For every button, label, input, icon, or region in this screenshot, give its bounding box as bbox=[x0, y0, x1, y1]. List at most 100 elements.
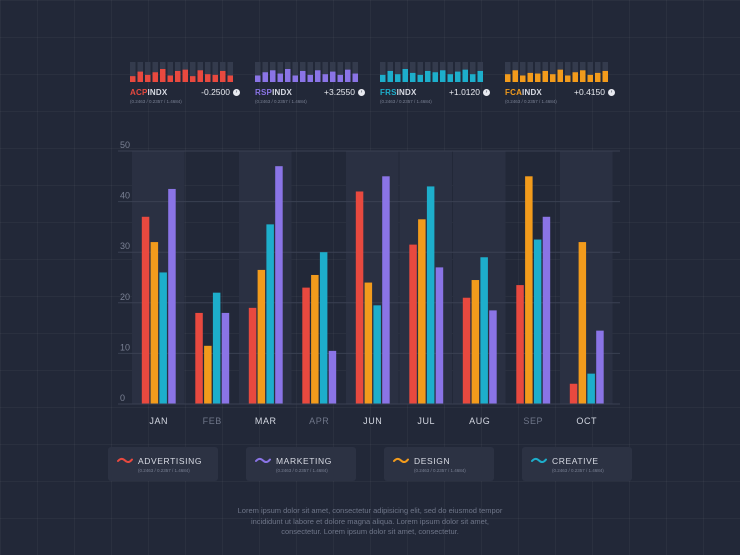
legend-creative[interactable]: CREATIVE (0.2463 / 0.2357 / 1.4684) bbox=[522, 447, 632, 481]
ticker-bar bbox=[182, 69, 188, 82]
ticker-bar bbox=[270, 70, 276, 82]
bar-design-mar bbox=[257, 269, 266, 404]
ticker-bg-bar bbox=[167, 62, 173, 82]
column-highlight bbox=[346, 151, 399, 404]
bar-advertising-jan bbox=[141, 216, 150, 404]
legend-marketing-sub: (0.2463 / 0.2357 / 1.4684) bbox=[276, 468, 328, 473]
bar-design-aug bbox=[471, 280, 480, 404]
ticker-bg-bar bbox=[447, 62, 453, 82]
ticker-frs-suffix: INDX bbox=[396, 87, 417, 97]
x-tick-label: SEP bbox=[523, 416, 543, 426]
x-tick-label: JUL bbox=[417, 416, 435, 426]
ticker-bar bbox=[197, 70, 203, 82]
ticker-bar bbox=[352, 73, 358, 82]
ticker-bg-bar bbox=[337, 62, 343, 82]
ticker-frs-sparkbars bbox=[380, 62, 483, 82]
bar-design-jan bbox=[150, 242, 159, 404]
ticker-frs: FRSINDX +1.0120 › (0.2463 / 0.2357 / 1.4… bbox=[380, 62, 490, 104]
ticker-bar bbox=[477, 70, 483, 82]
legend-design-label: DESIGN bbox=[414, 456, 451, 466]
ticker-bar bbox=[130, 76, 136, 82]
ticker-bg-bar bbox=[227, 62, 233, 82]
ticker-fca-chevron-icon[interactable]: › bbox=[608, 88, 615, 96]
bar-creative-aug bbox=[480, 257, 488, 404]
legend-advertising[interactable]: ADVERTISING (0.2463 / 0.2357 / 1.4684) bbox=[108, 447, 218, 481]
bar-advertising-mar bbox=[248, 307, 257, 404]
bar-creative-jan bbox=[159, 272, 167, 404]
column-highlight bbox=[453, 151, 506, 404]
footer-line-1: Lorem ipsum dolor sit amet, consectetur … bbox=[237, 506, 503, 515]
bar-creative-apr bbox=[319, 252, 328, 404]
ticker-acp-suffix: INDX bbox=[147, 87, 168, 97]
ticker-acp-chevron-icon[interactable]: › bbox=[233, 88, 240, 96]
ticker-frs-chevron-icon[interactable]: › bbox=[483, 88, 490, 96]
ticker-bar bbox=[255, 75, 261, 82]
bar-creative-feb bbox=[212, 292, 221, 404]
ticker-bg-bar bbox=[292, 62, 298, 82]
footer-line-3: consectetur. Lorem ipsum dolor sit amet,… bbox=[281, 527, 459, 536]
ticker-bg-bar bbox=[505, 62, 511, 82]
bar-marketing-aug bbox=[489, 310, 497, 404]
ticker-rsp-sparkbars bbox=[255, 62, 358, 82]
ticker-rsp-chevron-icon[interactable]: › bbox=[358, 88, 365, 96]
wave-icon bbox=[531, 457, 547, 463]
ticker-acp-sub: (0.2463 / 0.2357 / 1.4684) bbox=[130, 99, 182, 104]
ticker-bg-bar bbox=[527, 62, 533, 82]
ticker-frs-name: FRSINDX bbox=[380, 88, 417, 97]
ticker-fca-name: FCAINDX bbox=[505, 88, 542, 97]
ticker-bg-bar bbox=[130, 62, 136, 82]
bar-advertising-oct bbox=[569, 383, 578, 404]
ticker-bar bbox=[410, 72, 416, 82]
footer-line-2: incididunt ut labore et dolore magna ali… bbox=[250, 516, 490, 526]
ticker-fca-sparkbars bbox=[505, 62, 608, 82]
ticker-bg-bar bbox=[550, 62, 556, 82]
ticker-fca-sub: (0.2463 / 0.2357 / 1.4684) bbox=[505, 99, 557, 104]
ticker-bg-bar bbox=[190, 62, 196, 82]
ticker-bar bbox=[572, 72, 578, 82]
bar-creative-jul bbox=[426, 186, 435, 404]
ticker-bar bbox=[527, 72, 533, 82]
ticker-fca-prefix: FCA bbox=[505, 87, 523, 97]
bar-creative-oct bbox=[587, 373, 595, 404]
bar-design-feb bbox=[204, 345, 212, 404]
ticker-bar bbox=[602, 70, 608, 82]
ticker-bar bbox=[387, 70, 393, 82]
y-tick-label: 40 bbox=[120, 191, 130, 201]
ticker-bar bbox=[447, 74, 453, 82]
column-highlight bbox=[239, 151, 292, 404]
ticker-bar bbox=[550, 74, 556, 82]
legend-marketing[interactable]: MARKETING (0.2463 / 0.2357 / 1.4684) bbox=[246, 447, 356, 481]
legend-design-sub: (0.2463 / 0.2357 / 1.4684) bbox=[414, 468, 466, 473]
ticker-bar bbox=[167, 75, 173, 82]
bar-design-oct bbox=[578, 242, 587, 404]
ticker-bg-bar bbox=[380, 62, 386, 82]
legend-advertising-sub: (0.2463 / 0.2357 / 1.4684) bbox=[138, 468, 190, 473]
x-tick-label: JUN bbox=[363, 416, 382, 426]
bar-marketing-jul bbox=[435, 267, 444, 404]
ticker-bar bbox=[160, 69, 166, 82]
ticker-bar bbox=[380, 74, 386, 82]
ticker-bg-bar bbox=[152, 62, 158, 82]
ticker-rsp-suffix: INDX bbox=[272, 87, 292, 97]
ticker-bar bbox=[205, 74, 211, 82]
ticker-acp-value: -0.2500 bbox=[201, 87, 230, 97]
ticker-bar bbox=[505, 74, 511, 82]
legend-design[interactable]: DESIGN (0.2463 / 0.2357 / 1.4684) bbox=[384, 447, 494, 481]
bar-marketing-jan bbox=[168, 188, 176, 404]
ticker-bg-bar bbox=[595, 62, 601, 82]
ticker-bar bbox=[300, 70, 306, 82]
x-tick-label: APR bbox=[309, 416, 329, 426]
bar-advertising-feb bbox=[195, 312, 203, 404]
ticker-bar bbox=[220, 70, 226, 82]
x-tick-label: FEB bbox=[203, 416, 222, 426]
ticker-bg-bar bbox=[352, 62, 358, 82]
ticker-fca: FCAINDX +0.4150 › (0.2463 / 0.2357 / 1.4… bbox=[505, 62, 615, 104]
ticker-bar bbox=[402, 69, 408, 82]
x-tick-label: MAR bbox=[255, 416, 277, 426]
bar-design-jul bbox=[418, 219, 426, 404]
bar-design-jun bbox=[364, 282, 373, 404]
ticker-bar bbox=[565, 75, 571, 82]
ticker-bar bbox=[262, 72, 268, 82]
wave-icon bbox=[117, 457, 133, 463]
bar-marketing-sep bbox=[542, 216, 551, 404]
